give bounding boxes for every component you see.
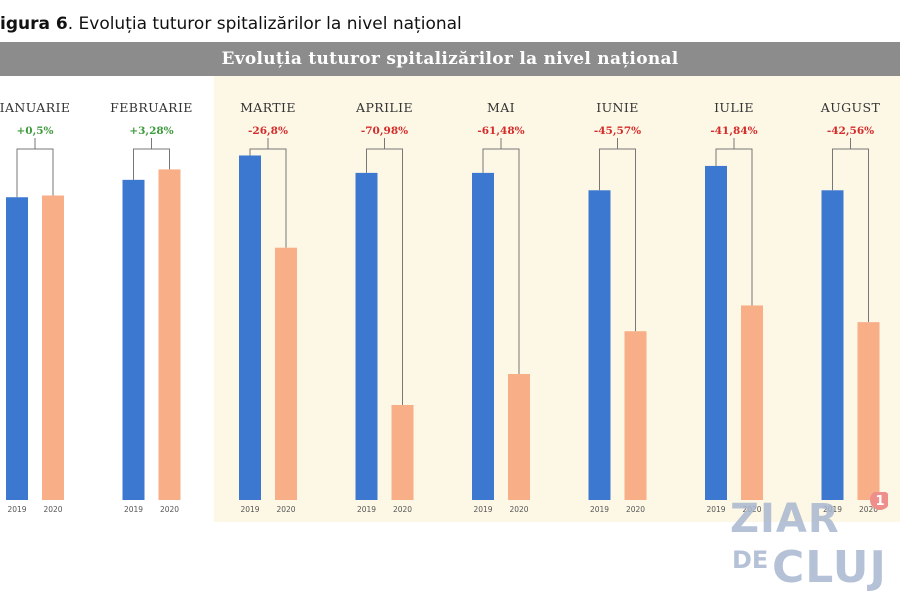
year-label-2019: 2019 [124, 505, 143, 514]
year-label-2019: 2019 [357, 505, 376, 514]
change-label: -61,48% [477, 125, 524, 137]
bar-2019 [239, 155, 261, 500]
change-brackets [16, 138, 869, 405]
year-label-2019: 2019 [473, 505, 492, 514]
year-label-2020: 2020 [742, 505, 761, 514]
figure-caption-text: . Evoluția tuturor spitalizărilor la niv… [67, 14, 462, 34]
bar-2020 [624, 331, 647, 500]
change-label: +0,5% [16, 125, 53, 137]
logo-word-cluj: CLUJ [772, 542, 887, 592]
figure-caption-number: igura 6 [0, 14, 68, 34]
change-label: -45,57% [594, 125, 641, 137]
bar-2020 [857, 322, 880, 500]
bars [6, 155, 880, 501]
month-label: IULIE [714, 100, 754, 115]
bar-2019 [588, 190, 611, 500]
month-label: APRILIE [355, 100, 413, 115]
year-label-2019: 2019 [7, 505, 26, 514]
highlight-background [213, 76, 900, 522]
bar-2020 [42, 195, 64, 500]
logo-badge [870, 492, 888, 510]
month-label: IUNIE [596, 100, 638, 115]
year-label-2020: 2020 [160, 505, 179, 514]
change-label: -70,98% [361, 125, 408, 137]
bar-2019 [472, 172, 494, 500]
figure-caption: igura 6. Evoluția tuturor spitalizărilor… [0, 14, 462, 34]
year-label-2020: 2020 [859, 505, 878, 514]
year-label-2020: 2020 [393, 505, 412, 514]
logo-word-de: DE [732, 546, 768, 574]
year-label-2019: 2019 [240, 505, 259, 514]
logo-word-ziar: ZIAR [730, 496, 840, 542]
bar-chart: IANUARIE +0,5% 2019 2020 FEBRUARIE +3,28% 2019… [0, 76, 900, 522]
year-label-2020: 2020 [509, 505, 528, 514]
month-label: IANUARIE [0, 100, 70, 115]
chart-title: Evoluția tuturor spitalizărilor la nivel… [0, 42, 900, 76]
year-label-2019: 2019 [706, 505, 725, 514]
year-label-2020: 2020 [626, 505, 645, 514]
bar-2019 [6, 197, 28, 500]
month-label: FEBRUARIE [110, 100, 193, 115]
year-label-2019: 2019 [823, 505, 842, 514]
change-label: -42,56% [827, 125, 874, 137]
highlight-region [213, 76, 900, 522]
month-label: AUGUST [820, 100, 881, 115]
bar-2019 [821, 190, 844, 500]
month-label: MARTIE [240, 100, 296, 115]
change-label: -26,8% [248, 125, 288, 137]
change-label: +3,28% [129, 125, 173, 137]
year-label-2020: 2020 [276, 505, 295, 514]
change-bracket [16, 148, 54, 198]
change-label: -41,84% [710, 125, 757, 137]
bar-2019 [122, 179, 145, 500]
labels: IANUARIE +0,5% 2019 2020 FEBRUARIE +3,28% 2019… [0, 100, 880, 514]
bar-2019 [355, 172, 378, 500]
year-label-2019: 2019 [590, 505, 609, 514]
bar-2019 [705, 165, 727, 501]
month-label: MAI [487, 100, 515, 115]
bar-2020 [158, 169, 181, 500]
logo-badge-number: 1 [875, 494, 884, 509]
bar-2020 [391, 404, 414, 500]
bar-2020 [741, 305, 763, 500]
ziar-de-cluj-logo: ZIAR DE CLUJ 1 [730, 492, 888, 592]
bar-2020 [508, 374, 530, 500]
year-label-2020: 2020 [43, 505, 62, 514]
bar-2020 [275, 247, 297, 500]
